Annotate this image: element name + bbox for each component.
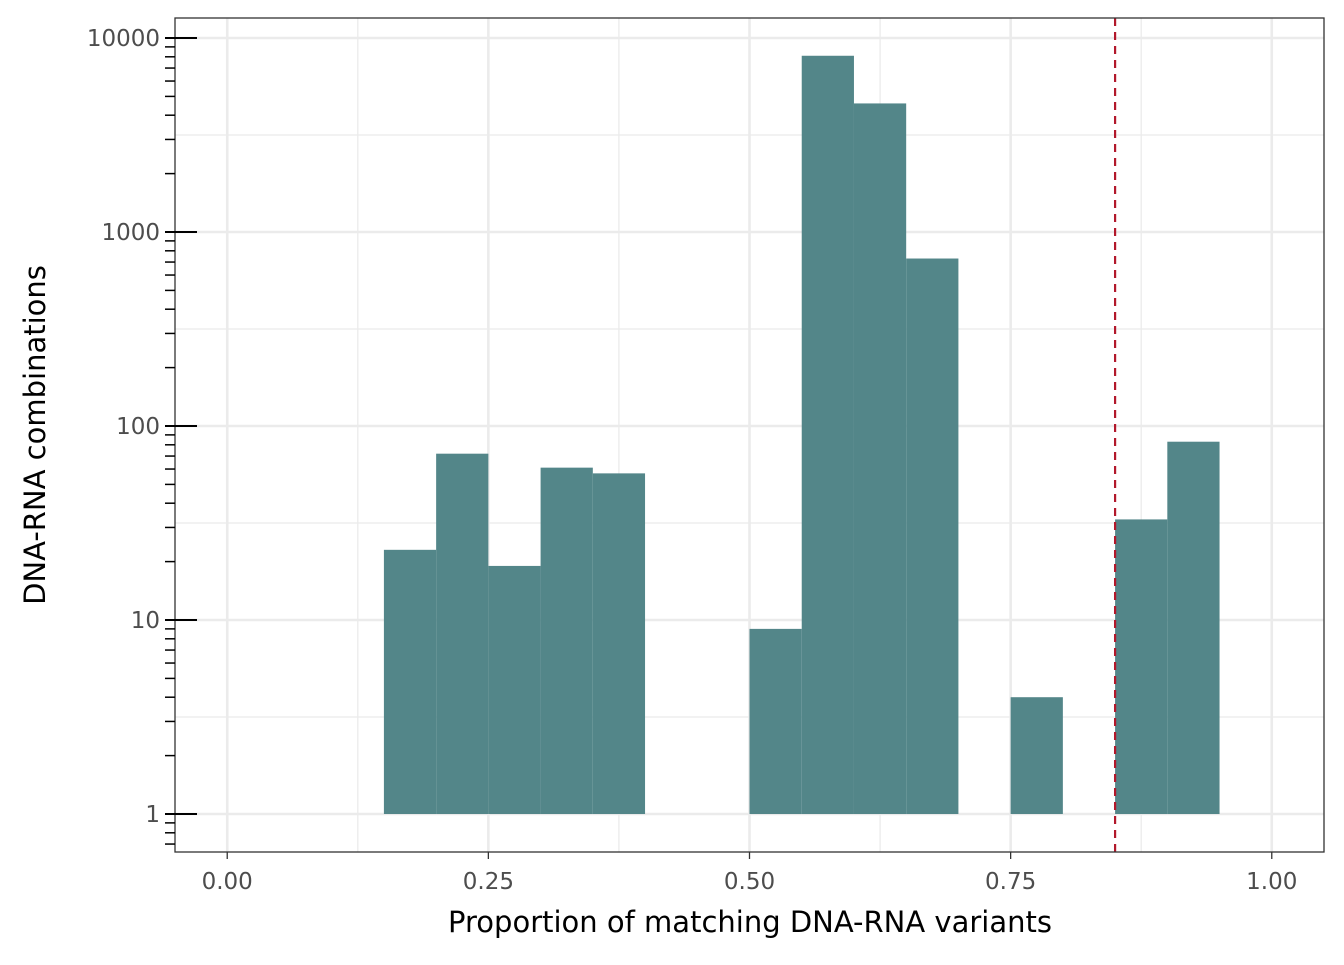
y-tick-label: 1 <box>145 802 160 828</box>
x-tick-label: 0.25 <box>463 869 514 895</box>
x-tick-label: 0.00 <box>202 869 253 895</box>
histogram-bar <box>488 565 541 815</box>
histogram-bar <box>540 467 593 815</box>
y-tick-label: 1000 <box>101 220 160 246</box>
x-tick-label: 0.50 <box>724 869 775 895</box>
histogram-bar <box>1010 697 1063 815</box>
histogram-bar <box>592 473 646 815</box>
histogram-bar <box>853 103 907 815</box>
histogram-bar <box>436 453 489 815</box>
bars <box>383 55 1220 815</box>
y-tick-label: 10 <box>131 608 160 634</box>
histogram-bar <box>749 628 802 815</box>
y-tick-label: 100 <box>116 414 160 440</box>
x-axis-label: Proportion of matching DNA-RNA variants <box>448 905 1052 939</box>
x-tick-label: 1.00 <box>1246 869 1297 895</box>
x-tick-label: 0.75 <box>985 869 1036 895</box>
histogram-bar <box>1167 441 1220 815</box>
histogram-bar <box>801 55 854 815</box>
histogram-bar <box>1115 519 1168 815</box>
axes: 0.00 0.25 0.50 0.75 1.00 1 10 100 1000 10000 <box>87 26 1298 895</box>
histogram-bar <box>383 549 437 815</box>
y-axis-label: DNA-RNA combinations <box>18 265 52 605</box>
y-tick-label: 10000 <box>87 26 160 52</box>
histogram-bar <box>906 258 959 815</box>
